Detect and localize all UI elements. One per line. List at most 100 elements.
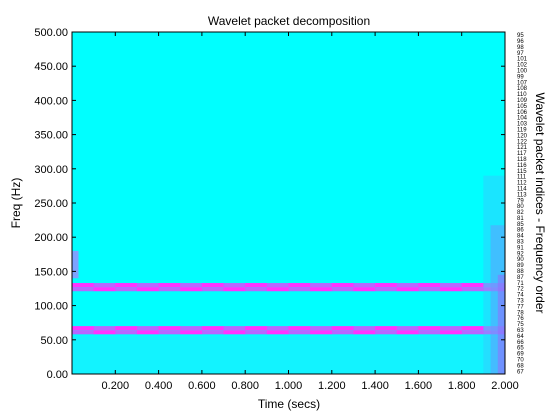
packet-index-label: 115 [517, 169, 527, 175]
component-cell [310, 326, 333, 331]
y-tick-label: 200.00 [34, 232, 68, 244]
x-tick-label: 1.600 [405, 380, 433, 392]
low-frequency-region [72, 336, 505, 374]
packet-index-label: 66 [517, 340, 524, 346]
component-cell [288, 287, 311, 292]
component-cell [72, 283, 95, 288]
component-cell [353, 283, 376, 288]
component-cell [158, 287, 181, 292]
component-cell [201, 330, 225, 335]
component-cell [136, 283, 160, 288]
x-axis-label: Time (secs) [258, 397, 320, 411]
packet-index-label: 72 [517, 287, 524, 293]
component-cell [396, 330, 419, 335]
packet-index-label: 118 [517, 157, 527, 163]
component-cell [223, 330, 246, 335]
component-cell [245, 330, 268, 335]
right-edge-transient [497, 274, 505, 374]
x-tick-label: 1.200 [318, 380, 346, 392]
y-tick-label: 300.00 [34, 164, 68, 176]
component-cell [375, 330, 398, 335]
packet-index-label: 108 [517, 86, 528, 92]
component-cell [396, 326, 419, 331]
chart-title: Wavelet packet decomposition [208, 14, 370, 28]
x-tick-label: 1.400 [361, 380, 389, 392]
component-cell [245, 283, 268, 288]
packet-index-label: 113 [517, 192, 527, 198]
component-cell [93, 330, 116, 335]
packet-index-label: 63 [517, 328, 524, 334]
component-cell [93, 287, 116, 292]
component-cell [72, 326, 95, 331]
packet-index-label: 120 [517, 133, 528, 139]
right-axis-label: Wavelet packet indices - Frequency order [533, 93, 547, 314]
component-cell [201, 326, 225, 331]
component-cell [180, 330, 203, 335]
component-cell [375, 326, 398, 331]
component-cell [266, 326, 289, 331]
component-cell [223, 326, 246, 331]
component-cell [440, 283, 463, 288]
component-cell [266, 330, 289, 335]
component-cell [136, 287, 160, 292]
component-cell [375, 283, 398, 288]
component-cell [396, 287, 419, 292]
packet-index-label: 89 [517, 263, 524, 269]
packet-index-label: 77 [517, 304, 524, 310]
component-cell [115, 330, 138, 335]
x-axis: 0.200 0.400 0.600 0.800 1.000 1.200 1.400 1.600… [102, 32, 519, 392]
packet-index-label: 116 [517, 163, 527, 169]
component-cell [440, 330, 463, 335]
component-cell [115, 287, 138, 292]
plot-area [71, 31, 506, 375]
packet-index-label: 92 [517, 251, 524, 257]
component-cell [201, 287, 225, 292]
heatmap-background [72, 32, 505, 374]
packet-index-label: 101 [517, 57, 528, 63]
component-cell [72, 330, 95, 335]
component-cell [375, 287, 398, 292]
component-cell [93, 283, 116, 288]
packet-index-label: 98 [517, 45, 524, 51]
y-tick-label: 250.00 [34, 198, 68, 210]
packet-index-label: 111 [517, 175, 527, 181]
component-cell [461, 287, 484, 292]
packet-index-label: 90 [517, 257, 524, 263]
component-cell [353, 330, 376, 335]
packet-index-label: 78 [517, 310, 524, 316]
component-cell [201, 283, 225, 288]
component-cell [180, 326, 203, 331]
packet-index-labels: 9596989710110210099107108110109105106104… [517, 33, 528, 375]
packet-index-label: 82 [517, 210, 524, 216]
y-axis-label: Freq (Hz) [9, 178, 23, 229]
component-cell [115, 326, 138, 331]
packet-index-label: 65 [517, 346, 524, 352]
y-tick-label: 150.00 [34, 266, 68, 278]
component-cell [245, 326, 268, 331]
component-cell [72, 287, 95, 292]
y-tick-label: 350.00 [34, 130, 68, 142]
component-cell [288, 330, 311, 335]
y-tick-label: 0.00 [47, 369, 68, 381]
component-cell [180, 283, 203, 288]
component-cell [158, 326, 181, 331]
packet-index-label: 87 [517, 275, 524, 281]
y-tick-label: 450.00 [34, 61, 68, 73]
packet-index-label: 85 [517, 222, 524, 228]
packet-index-label: 117 [517, 151, 527, 157]
packet-index-label: 109 [517, 98, 528, 104]
component-cell [418, 287, 441, 292]
component-cell [331, 283, 354, 288]
component-cell [310, 283, 333, 288]
packet-index-label: 110 [517, 92, 527, 98]
component-cell [418, 326, 441, 331]
packet-index-label: 119 [517, 127, 527, 133]
component-cell [288, 283, 311, 288]
packet-index-label: 122 [517, 139, 528, 145]
packet-index-label: 70 [517, 357, 524, 363]
x-tick-label: 0.400 [145, 380, 173, 392]
packet-index-label: 69 [517, 352, 524, 358]
packet-index-label: 71 [517, 281, 524, 287]
component-cell [461, 326, 484, 331]
